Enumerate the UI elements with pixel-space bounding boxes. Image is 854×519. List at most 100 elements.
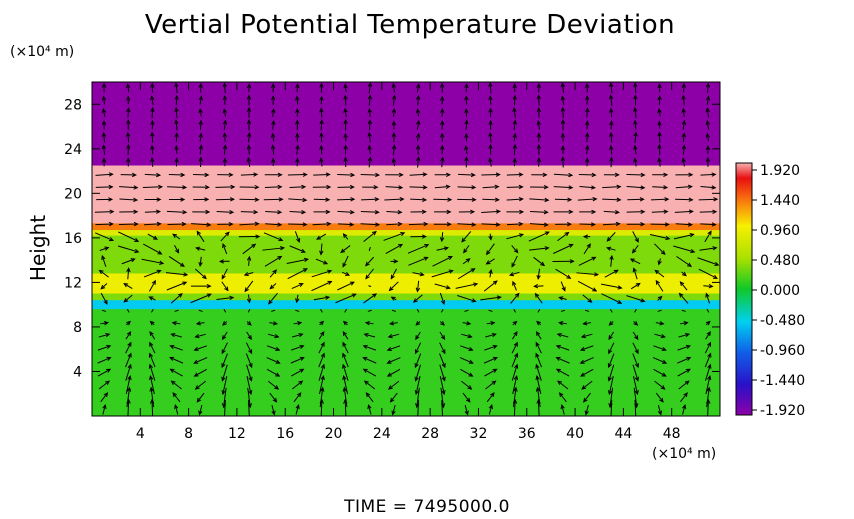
wind-vector-head (399, 197, 405, 202)
wind-vector-head (386, 346, 392, 352)
wind-vector (240, 211, 258, 213)
wind-vector-head (712, 246, 718, 251)
wind-vector (512, 387, 517, 408)
wind-vector (632, 231, 639, 243)
wind-vector-head (279, 246, 286, 251)
wind-vector (363, 368, 377, 377)
wind-vector (679, 322, 688, 325)
wind-vector (415, 376, 421, 395)
wind-vector-head (349, 281, 355, 286)
wind-vector (657, 405, 662, 415)
wind-vector-head (608, 335, 613, 341)
wind-vector-head (590, 222, 596, 227)
wind-vector-head (657, 295, 663, 301)
wind-vector-head (633, 94, 638, 100)
wind-vector (513, 309, 517, 313)
wind-vector-head (440, 321, 445, 326)
wind-vector (171, 333, 182, 338)
wind-vector-head (495, 222, 501, 227)
wind-vector-head (248, 376, 253, 382)
wind-vector-head (295, 404, 300, 410)
wind-vector-head (495, 209, 501, 214)
wind-vector (246, 331, 252, 340)
wind-vector (465, 120, 468, 131)
wind-vector (463, 245, 470, 253)
wind-vector (368, 246, 371, 252)
wind-vector-head (393, 259, 399, 264)
wind-vector (363, 293, 377, 304)
wind-vector-head (416, 415, 417, 416)
x-tick-label: 16 (276, 426, 294, 442)
wind-vector-head (660, 333, 666, 339)
field-band-1 (92, 165, 720, 224)
wind-vector-head (705, 107, 710, 113)
wind-vector-head (488, 107, 493, 113)
wind-vector-head (583, 397, 588, 403)
wind-vector-head (198, 144, 204, 150)
wind-vector (265, 210, 282, 213)
wind-vector (121, 258, 135, 265)
wind-vector (583, 392, 591, 403)
wind-vector-head (391, 120, 397, 126)
wind-vector-head (681, 132, 687, 138)
wind-vector (602, 186, 621, 189)
wind-vector (580, 357, 594, 364)
wind-vector-head (564, 231, 570, 237)
wind-vector-head (555, 368, 561, 373)
wind-vector-head (133, 197, 139, 203)
wind-vector-head (664, 222, 670, 227)
wind-vector-head (195, 246, 201, 251)
wind-vector-head (468, 346, 474, 352)
wind-vector (296, 84, 299, 93)
wind-vector-head (298, 283, 304, 288)
wind-vector-head (222, 132, 227, 138)
wind-vector (706, 121, 710, 130)
wind-vector (705, 293, 711, 304)
wind-vector-head (182, 185, 188, 190)
wind-vector-head (441, 363, 446, 369)
wind-vector-head (295, 132, 300, 138)
wind-vector (387, 345, 401, 351)
wind-vector (149, 342, 156, 354)
wind-vector (100, 322, 108, 325)
wind-vector-head (633, 157, 638, 163)
wind-vector (223, 109, 226, 117)
wind-vector-head (156, 197, 162, 202)
wind-vector-head (536, 82, 542, 88)
wind-vector (409, 173, 427, 176)
wind-vector (318, 353, 325, 368)
wind-vector-head (542, 172, 548, 178)
wind-vector-head (397, 221, 403, 227)
wind-vector-head (398, 243, 404, 249)
wind-vector-head (302, 172, 308, 177)
wind-vector (216, 210, 234, 213)
wind-vector-head (224, 231, 230, 237)
x-tick-label: 20 (325, 426, 343, 442)
wind-vector-head (390, 296, 396, 301)
plot-frame (91, 81, 721, 417)
wind-vector (634, 132, 637, 143)
wind-vector-head (303, 257, 309, 263)
wind-vector-head (158, 184, 164, 190)
wind-vector (272, 133, 275, 142)
wind-vector-head (634, 335, 639, 341)
wind-vector-head (440, 119, 445, 125)
wind-vector (175, 146, 178, 154)
wind-vector (581, 380, 593, 390)
wind-vector-head (705, 156, 711, 162)
wind-vector-head (101, 144, 107, 150)
wind-vector-head (367, 404, 372, 410)
wind-vector (199, 145, 202, 155)
wind-vector-head (606, 246, 612, 251)
wind-vector-head (193, 372, 199, 377)
wind-vector-head (149, 320, 155, 326)
wind-vector-head (508, 272, 515, 277)
wind-vector (392, 109, 395, 117)
wind-vector-head (579, 359, 585, 364)
wind-vector (194, 268, 207, 279)
wind-vector (488, 405, 493, 415)
wind-vector-head (246, 119, 252, 125)
wind-vector (698, 198, 718, 201)
wind-vector (360, 210, 379, 213)
